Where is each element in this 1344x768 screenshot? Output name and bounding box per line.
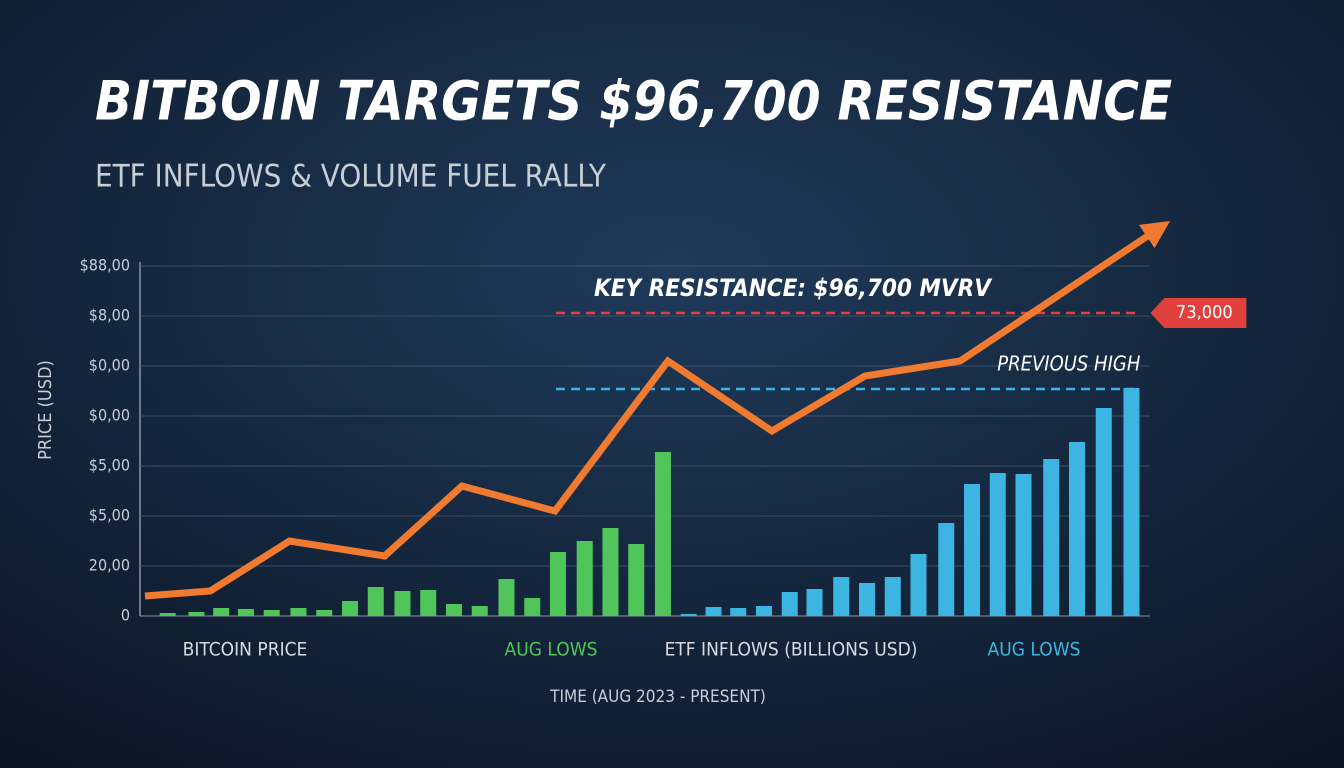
- bar: [420, 590, 437, 616]
- bar: [445, 604, 462, 616]
- bar: [1095, 408, 1112, 616]
- bar: [213, 608, 230, 616]
- y-tick-label: $8,00: [89, 306, 130, 325]
- y-axis-label: PRICE (USD): [35, 360, 56, 460]
- bar: [628, 544, 645, 616]
- y-tick-label: $5,00: [89, 456, 130, 475]
- badge-bg: [1150, 298, 1247, 328]
- series-label: AUG LOWS: [505, 639, 598, 661]
- bar: [549, 552, 566, 616]
- reference-label: KEY RESISTANCE: $96,700 MVRV: [594, 274, 993, 302]
- bar: [1068, 442, 1085, 616]
- bar: [524, 598, 541, 616]
- bar: [781, 592, 798, 616]
- y-tick-label: 0: [121, 606, 130, 625]
- bar: [602, 528, 619, 616]
- bar: [910, 554, 927, 616]
- price-line: [144, 230, 1154, 600]
- bar: [680, 614, 697, 616]
- bar: [884, 577, 901, 616]
- bar: [576, 541, 593, 616]
- bar: [316, 610, 333, 616]
- bar: [188, 612, 205, 616]
- bar: [159, 613, 176, 616]
- bar: [654, 452, 671, 616]
- arrow-head: [1139, 221, 1171, 249]
- bar: [367, 587, 384, 616]
- y-tick-label: 20,00: [89, 556, 130, 575]
- series-label: AUG LOWS: [988, 639, 1081, 661]
- bar: [989, 473, 1006, 616]
- chart-subtitle: ETF INFLOWS & VOLUME FUEL RALLY: [95, 159, 607, 195]
- bar: [1123, 388, 1140, 616]
- bar: [237, 609, 254, 616]
- bar: [938, 523, 955, 616]
- bar: [498, 579, 515, 616]
- bar: [964, 484, 980, 616]
- series-label: ETF INFLOWS (BILLIONS USD): [665, 639, 918, 661]
- bar: [471, 606, 488, 616]
- reference-label: PREVIOUS HIGH: [997, 352, 1141, 376]
- y-tick-label: $88,00: [80, 256, 130, 275]
- bar: [1015, 474, 1032, 616]
- bar: [859, 583, 876, 616]
- bar: [290, 608, 307, 616]
- bar: [756, 606, 772, 616]
- bar: [705, 607, 722, 616]
- bar: [394, 591, 411, 616]
- bar: [263, 610, 280, 616]
- x-axis-label: TIME (AUG 2023 - PRESENT): [549, 687, 766, 707]
- bar: [806, 589, 823, 616]
- bar: [730, 608, 747, 616]
- y-tick-label: $5,00: [89, 506, 130, 525]
- y-tick-label: $0,00: [89, 406, 130, 425]
- bar: [833, 577, 850, 616]
- bar: [1043, 459, 1060, 616]
- bar: [341, 601, 358, 616]
- chart-title: BITBOIN TARGETS $96,700 RESISTANCE: [95, 70, 1172, 133]
- badge-label: 73,000: [1176, 302, 1233, 323]
- series-label: BITCOIN PRICE: [183, 639, 308, 661]
- y-tick-label: $0,00: [89, 356, 130, 375]
